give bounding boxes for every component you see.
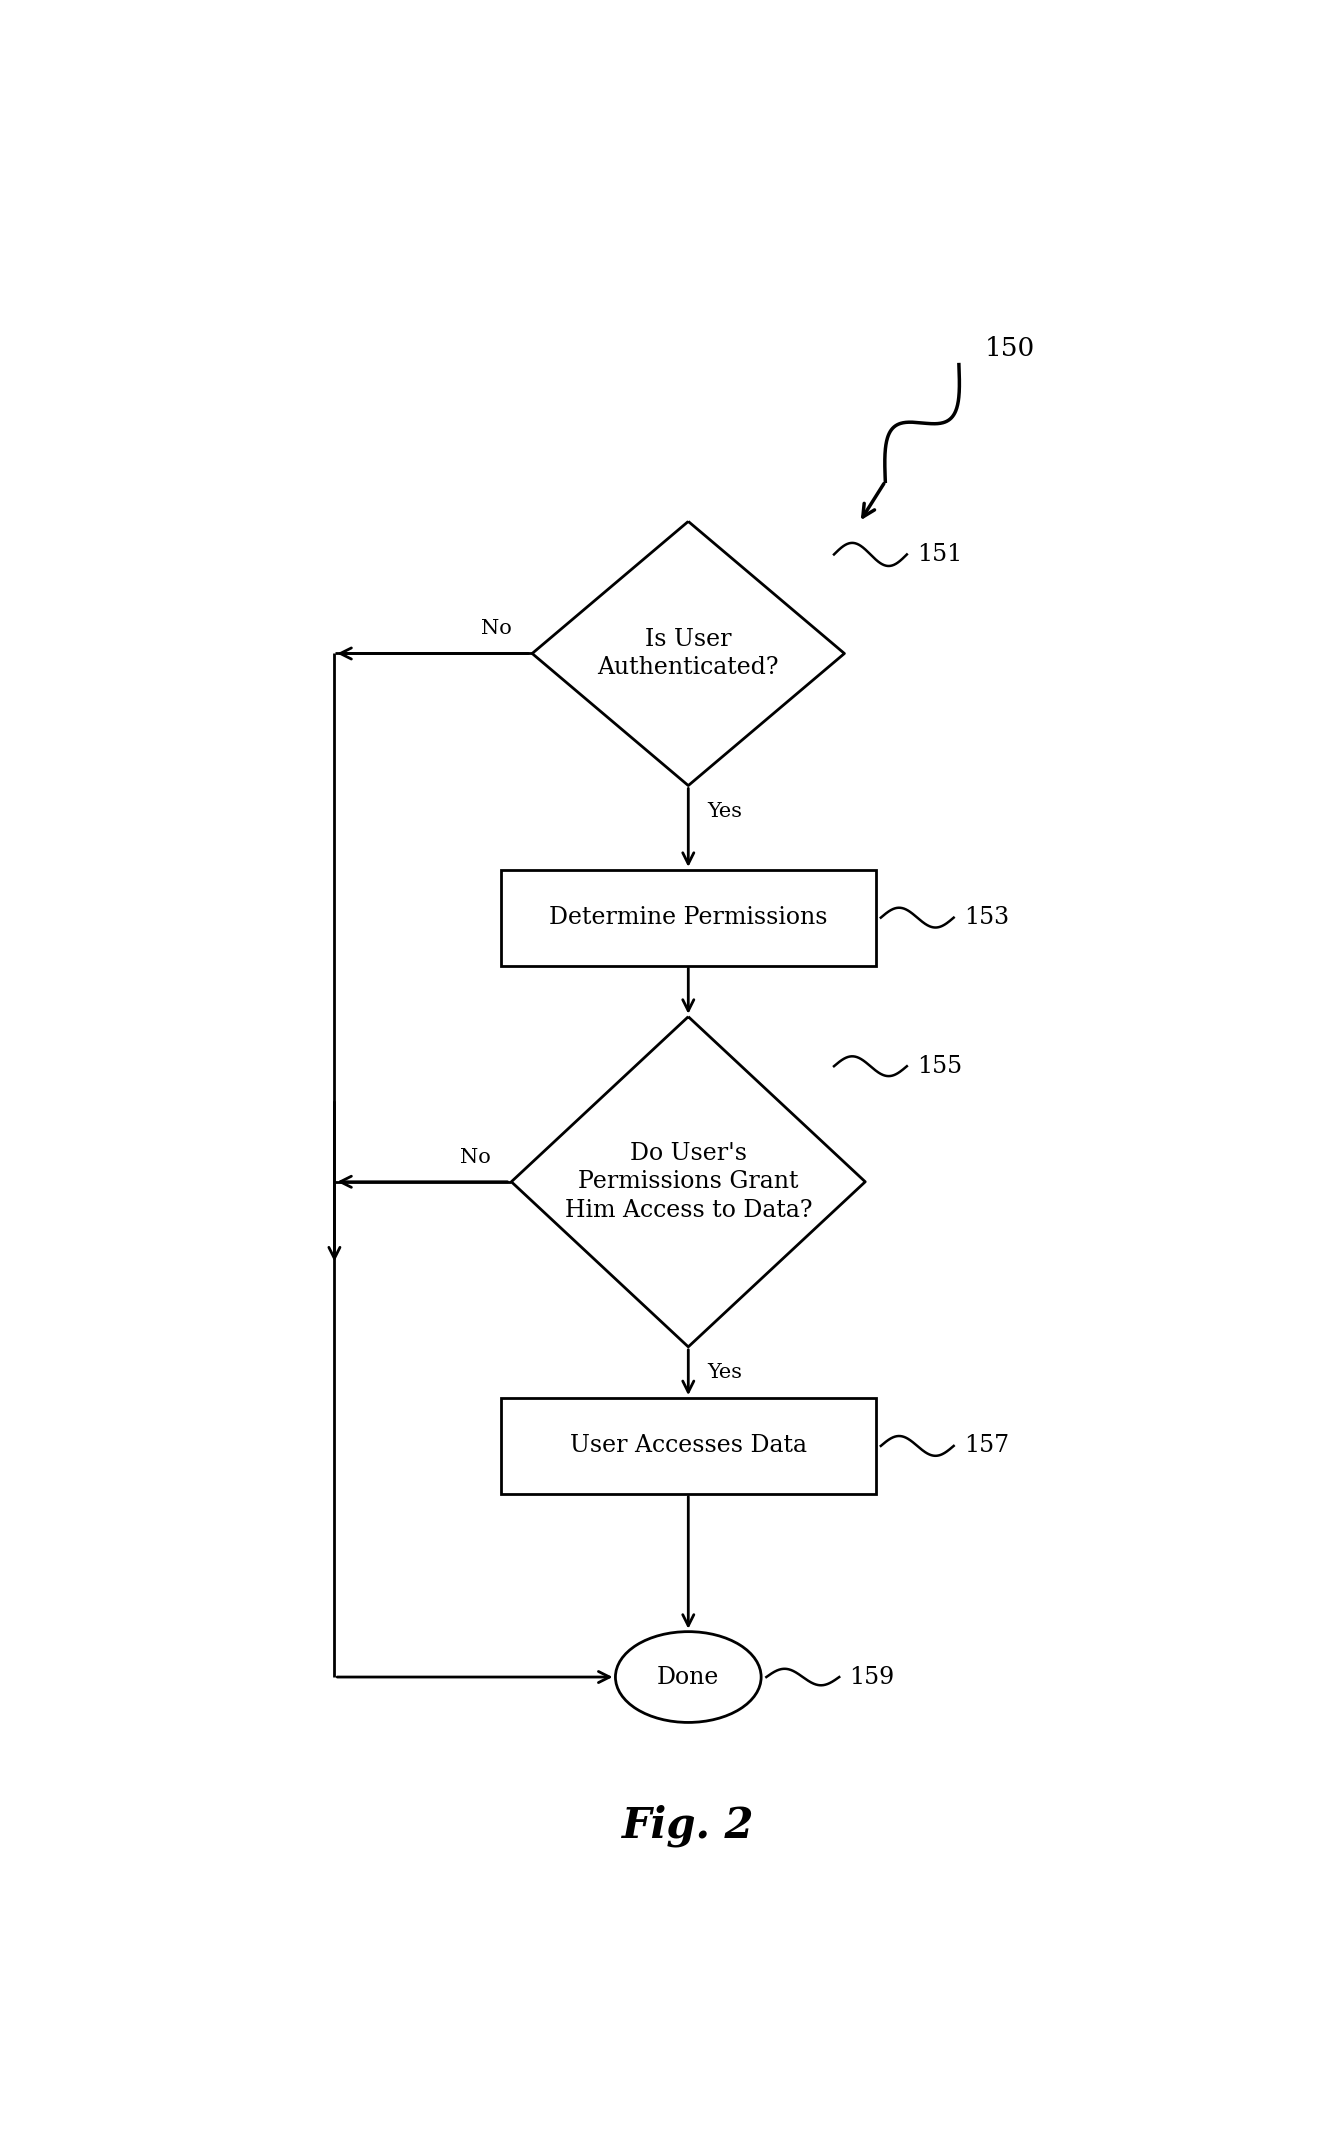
Text: 159: 159 <box>850 1666 894 1689</box>
Text: Done: Done <box>657 1666 720 1689</box>
Text: Yes: Yes <box>706 802 743 821</box>
Text: 153: 153 <box>964 907 1009 928</box>
Text: No: No <box>481 620 512 639</box>
Text: Yes: Yes <box>706 1364 743 1383</box>
Text: Do User's
Permissions Grant
Him Access to Data?: Do User's Permissions Grant Him Access t… <box>564 1143 813 1222</box>
Text: 157: 157 <box>964 1434 1009 1458</box>
Text: 155: 155 <box>917 1055 963 1078</box>
Bar <box>501 1398 876 1494</box>
Text: User Accesses Data: User Accesses Data <box>569 1434 807 1458</box>
Bar <box>501 870 876 965</box>
Text: 151: 151 <box>917 542 963 566</box>
Text: 150: 150 <box>984 337 1035 360</box>
Text: Is User
Authenticated?: Is User Authenticated? <box>598 628 779 680</box>
Text: Fig. 2: Fig. 2 <box>622 1805 755 1846</box>
Text: Determine Permissions: Determine Permissions <box>549 907 827 928</box>
Text: No: No <box>459 1147 490 1166</box>
